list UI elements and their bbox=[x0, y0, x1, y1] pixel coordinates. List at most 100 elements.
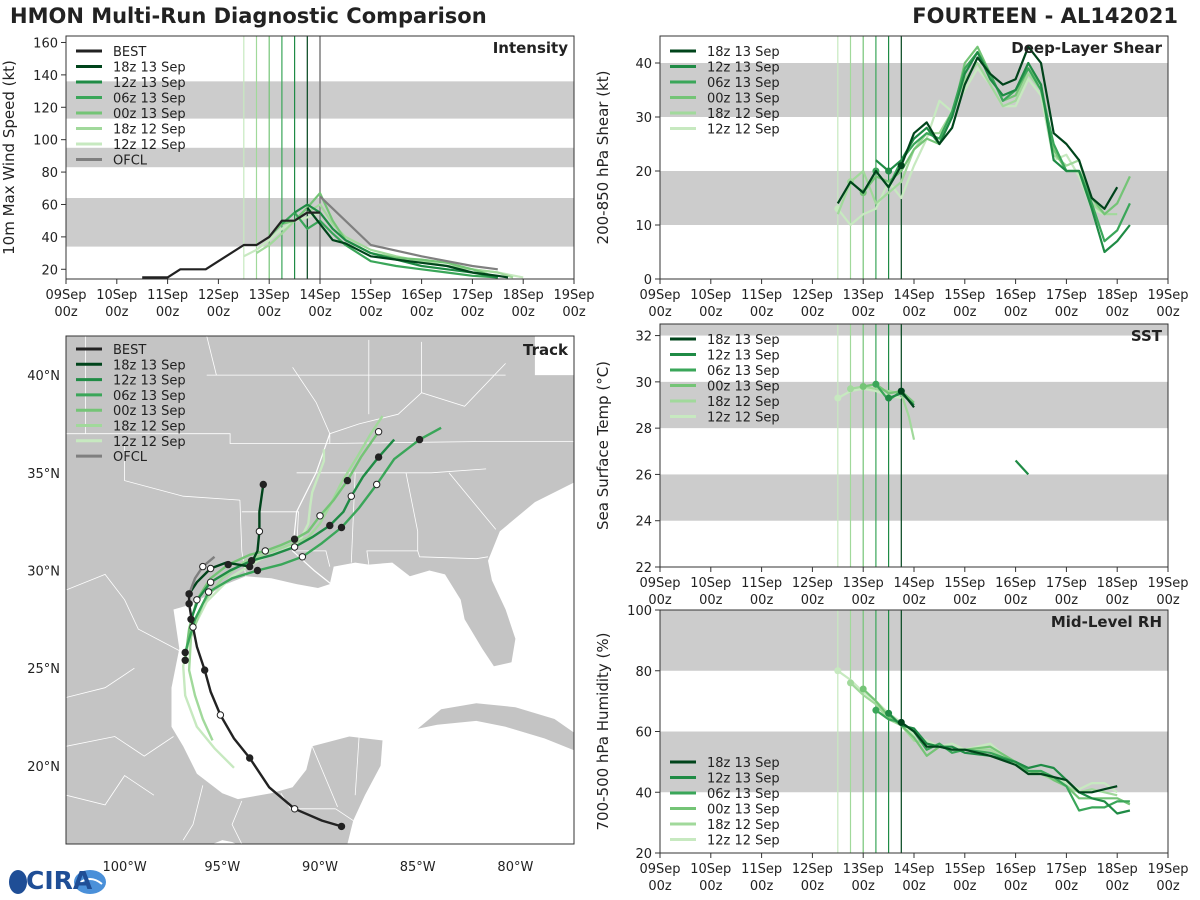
sst-ytick-label: 26 bbox=[635, 468, 652, 483]
sst-xtick-label: 13Sep bbox=[843, 576, 884, 591]
sst-ylabel: Sea Surface Temp (°C) bbox=[594, 361, 612, 530]
track-panel: 100°W 95°W 90°W 85°W 80°W 20°N 25°N 30°N 35°N 40°… bbox=[27, 335, 575, 875]
rh-xtick-label: 17Sep bbox=[1046, 862, 1087, 877]
rh-xtick-label: 00z bbox=[750, 879, 774, 894]
sst-legend-label: 18z 13 Sep bbox=[707, 333, 780, 348]
rh-xtick-label: 00z bbox=[648, 879, 672, 894]
rh-ytick-label: 40 bbox=[635, 786, 652, 801]
shear-xtick-label: 00z bbox=[1156, 305, 1180, 320]
track-legend-label: 18z 12 Sep bbox=[113, 420, 186, 435]
track-legend-label: 18z 13 Sep bbox=[113, 358, 186, 373]
intensity-xtick-label: 16Sep bbox=[401, 288, 442, 303]
intensity-legend-label: 18z 12 Sep bbox=[113, 123, 186, 138]
shear-xtick-label: 00z bbox=[750, 305, 774, 320]
sst-init-marker bbox=[847, 385, 854, 393]
rh-ytick-label: 100 bbox=[627, 604, 652, 619]
shear-legend-label: 00z 13 Sep bbox=[707, 92, 780, 107]
intensity-xtick-label: 17Sep bbox=[452, 288, 493, 303]
track-marker bbox=[224, 560, 232, 569]
intensity-xtick-label: 10Sep bbox=[96, 288, 137, 303]
track-marker bbox=[247, 557, 256, 565]
rh-init-marker bbox=[859, 685, 867, 693]
border-line-18 bbox=[66, 736, 174, 757]
intensity-xtick-label: 00z bbox=[359, 305, 383, 320]
track-marker bbox=[337, 523, 346, 532]
track-marker bbox=[290, 543, 299, 551]
shear-ylabel: 200-850 hPa Shear (kt) bbox=[594, 71, 612, 245]
rh-panel: 09Sep 00z 10Sep 00z 11Sep 00z 12Sep 00z 13Sep 00z… bbox=[594, 604, 1189, 894]
rh-xtick-label: 00z bbox=[852, 879, 876, 894]
border-line-9 bbox=[448, 472, 497, 530]
track-marker bbox=[181, 648, 189, 657]
rh-xtick-label: 16Sep bbox=[995, 862, 1036, 877]
track-xtick-label: 90°W bbox=[302, 860, 338, 875]
sst-xtick-label: 15Sep bbox=[944, 576, 985, 591]
track-marker bbox=[246, 754, 254, 762]
shear-xtick-label: 14Sep bbox=[893, 288, 934, 303]
track-marker bbox=[255, 527, 264, 536]
track-marker bbox=[347, 492, 355, 500]
intensity-xtick-label: 00z bbox=[512, 305, 536, 320]
sst-xtick-label: 16Sep bbox=[995, 576, 1036, 591]
shear-xtick-label: 16Sep bbox=[995, 288, 1036, 303]
track-frame bbox=[65, 335, 575, 845]
intensity-panel: 09Sep 00z 10Sep 00z 11Sep 00z 12Sep 00z 13Sep 00z… bbox=[0, 35, 595, 320]
intensity-xtick-label: 00z bbox=[54, 305, 78, 320]
track-18z-12-Sep bbox=[187, 415, 384, 741]
sst-ytick-label: 22 bbox=[635, 561, 652, 576]
shear-xtick-label: 17Sep bbox=[1046, 288, 1087, 303]
sst-xtick-label: 00z bbox=[750, 593, 774, 608]
intensity-plot-area bbox=[66, 36, 574, 279]
shear-xtick-label: 00z bbox=[902, 305, 926, 320]
logo-globe-icon bbox=[9, 870, 27, 894]
rh-xtick-label: 00z bbox=[801, 879, 825, 894]
track-marker bbox=[206, 564, 215, 573]
track-marker bbox=[373, 480, 381, 489]
sst-xtick-label: 19Sep bbox=[1147, 576, 1188, 591]
border-line-24 bbox=[354, 736, 360, 796]
track-marker bbox=[259, 480, 267, 489]
border-line-16 bbox=[206, 336, 217, 376]
sst-xtick-label: 09Sep bbox=[639, 576, 680, 591]
border-line-6 bbox=[350, 472, 356, 563]
rh-legend-label: 12z 13 Sep bbox=[707, 772, 780, 787]
sst-xtick-label: 10Sep bbox=[690, 576, 731, 591]
sst-xtick-label: 00z bbox=[699, 593, 723, 608]
shear-plot-area bbox=[660, 36, 1168, 279]
rh-ytick-label: 80 bbox=[635, 665, 652, 680]
rh-xtick-label: 12Sep bbox=[792, 862, 833, 877]
cuba-land bbox=[417, 703, 574, 751]
sst-ytick-label: 32 bbox=[635, 330, 652, 345]
track-marker bbox=[199, 562, 207, 571]
shear-ytick-label: 10 bbox=[635, 219, 652, 234]
sst-ytick-label: 30 bbox=[635, 376, 652, 391]
intensity-series-18z-13-Sep bbox=[306, 207, 509, 279]
rh-xtick-label: 00z bbox=[699, 879, 723, 894]
track-marker bbox=[187, 615, 195, 623]
pacific-water bbox=[66, 840, 281, 844]
track-ytick-label: 35°N bbox=[27, 467, 60, 482]
sst-xtick-label: 18Sep bbox=[1097, 576, 1138, 591]
intensity-panel-title: Intensity bbox=[493, 39, 569, 57]
figure-title: HMON Multi-Run Diagnostic Comparison bbox=[10, 4, 487, 28]
rh-legend-label: 18z 12 Sep bbox=[707, 818, 780, 833]
sst-legend-label: 12z 13 Sep bbox=[707, 349, 780, 364]
rh-series-12z-13-Sep bbox=[887, 712, 1131, 815]
rh-plot-area bbox=[660, 610, 1168, 853]
intensity-xtick-label: 00z bbox=[410, 305, 434, 320]
intensity-xtick-label: 14Sep bbox=[299, 288, 340, 303]
rh-xtick-label: 13Sep bbox=[843, 862, 884, 877]
intensity-series-12z-13-Sep bbox=[294, 203, 499, 279]
rh-ytick-label: 20 bbox=[635, 847, 652, 862]
shear-ytick-label: 30 bbox=[635, 111, 652, 126]
sst-band-2 bbox=[660, 324, 1168, 336]
rh-init-marker bbox=[872, 706, 880, 714]
rh-xtick-label: 00z bbox=[902, 879, 926, 894]
rh-xtick-label: 15Sep bbox=[944, 862, 985, 877]
sst-init-marker bbox=[885, 394, 893, 402]
shear-xtick-label: 10Sep bbox=[690, 288, 731, 303]
intensity-xtick-label: 00z bbox=[258, 305, 282, 320]
sst-series-12z-13-Sep-(inland) bbox=[1014, 459, 1030, 476]
track-legend-label: BEST bbox=[113, 343, 146, 358]
intensity-legend-label: 00z 13 Sep bbox=[113, 107, 186, 122]
